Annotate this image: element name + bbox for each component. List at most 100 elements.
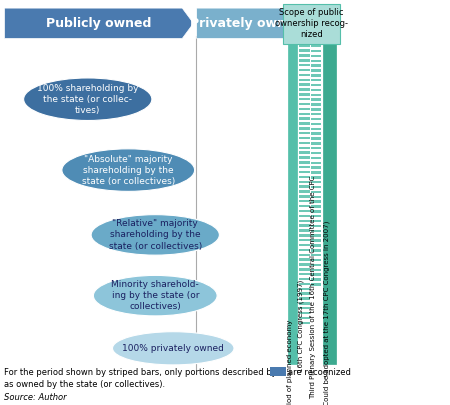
Bar xyxy=(310,244,321,247)
Ellipse shape xyxy=(62,149,194,192)
Bar xyxy=(299,307,310,309)
Bar xyxy=(310,113,321,115)
Bar xyxy=(299,127,310,130)
Text: Third Plenary Session of the 16th Central Committee of the CPC: Third Plenary Session of the 16th Centra… xyxy=(310,176,316,399)
Bar xyxy=(299,278,310,280)
Bar xyxy=(310,103,321,106)
Bar xyxy=(310,205,321,208)
Bar xyxy=(310,64,321,67)
Bar xyxy=(299,151,310,154)
Bar xyxy=(299,161,310,164)
Bar xyxy=(299,69,310,71)
Bar xyxy=(299,190,310,193)
Bar xyxy=(310,254,321,256)
Bar xyxy=(270,367,286,376)
Bar xyxy=(299,229,310,232)
Bar xyxy=(310,45,321,47)
Bar xyxy=(299,215,310,217)
Bar xyxy=(299,244,310,246)
Bar xyxy=(310,249,321,252)
Bar xyxy=(310,50,321,52)
Bar xyxy=(310,196,321,198)
Bar xyxy=(299,254,310,256)
Bar xyxy=(299,292,310,295)
Bar xyxy=(310,166,321,169)
Bar xyxy=(299,88,310,91)
Bar xyxy=(310,191,321,193)
Bar xyxy=(299,283,310,285)
Bar xyxy=(310,123,321,125)
Bar xyxy=(299,43,310,324)
Bar xyxy=(310,89,321,91)
Text: 100% shareholding by
the state (or collec-
tives): 100% shareholding by the state (or colle… xyxy=(37,83,139,115)
Bar xyxy=(299,273,310,275)
Bar xyxy=(310,239,321,242)
Bar xyxy=(310,186,321,188)
FancyBboxPatch shape xyxy=(283,4,340,44)
Bar xyxy=(310,94,321,96)
Ellipse shape xyxy=(91,215,220,255)
Bar xyxy=(310,200,321,203)
Bar xyxy=(299,122,310,125)
Bar xyxy=(299,322,310,324)
Ellipse shape xyxy=(94,275,217,316)
Text: "Absolute" majority
shareholding by the
state (or collectives): "Absolute" majority shareholding by the … xyxy=(81,154,175,186)
Bar xyxy=(310,60,321,62)
Bar xyxy=(299,249,310,251)
Bar xyxy=(299,239,310,241)
Bar xyxy=(310,269,321,271)
Bar xyxy=(299,263,310,266)
Bar xyxy=(310,128,321,130)
Text: 16th CPC Congress (1997): 16th CPC Congress (1997) xyxy=(298,280,304,372)
Bar xyxy=(299,166,310,168)
Bar xyxy=(310,171,321,174)
Bar xyxy=(299,132,310,134)
Bar xyxy=(299,210,310,212)
Bar xyxy=(299,147,310,149)
Bar xyxy=(299,113,310,115)
Bar xyxy=(299,302,310,305)
Bar xyxy=(299,59,310,62)
Text: Publicly owned: Publicly owned xyxy=(46,17,152,30)
Bar xyxy=(299,205,310,207)
Text: Scope of public
ownership recog-
nized: Scope of public ownership recog- nized xyxy=(275,8,348,40)
Bar xyxy=(310,118,321,120)
Text: Minority sharehold-
ing by the state (or
collectives): Minority sharehold- ing by the state (or… xyxy=(112,280,199,311)
Bar xyxy=(310,215,321,217)
Ellipse shape xyxy=(112,332,234,365)
Text: Privately owned: Privately owned xyxy=(189,17,303,30)
Bar xyxy=(299,74,310,76)
Bar xyxy=(310,162,321,164)
Bar xyxy=(310,176,321,179)
Bar xyxy=(299,142,310,144)
Bar xyxy=(288,43,298,365)
Bar xyxy=(310,142,321,145)
Bar xyxy=(299,224,310,227)
Bar xyxy=(310,181,321,183)
Bar xyxy=(310,273,321,276)
Text: "Relative" majority
shareholding by the
state (or collectives): "Relative" majority shareholding by the … xyxy=(108,219,202,251)
Text: For the period shown by striped bars, only portions described by: For the period shown by striped bars, on… xyxy=(4,368,277,377)
Bar xyxy=(310,264,321,266)
Bar xyxy=(299,268,310,271)
Bar xyxy=(299,54,310,57)
Bar xyxy=(310,230,321,232)
Text: as owned by the state (or collectives).: as owned by the state (or collectives). xyxy=(4,380,166,389)
Bar xyxy=(299,234,310,237)
Bar xyxy=(299,45,310,47)
Bar xyxy=(299,185,310,188)
Bar xyxy=(299,317,310,319)
Bar xyxy=(310,278,321,281)
Bar xyxy=(310,220,321,222)
Bar xyxy=(299,156,310,159)
Bar xyxy=(299,258,310,261)
Bar xyxy=(299,220,310,222)
Bar xyxy=(310,147,321,149)
Ellipse shape xyxy=(23,78,152,121)
Bar xyxy=(310,283,321,286)
Bar xyxy=(310,98,321,101)
Bar xyxy=(299,49,310,52)
Bar xyxy=(310,108,321,111)
Bar xyxy=(310,79,321,81)
Bar xyxy=(299,288,310,290)
